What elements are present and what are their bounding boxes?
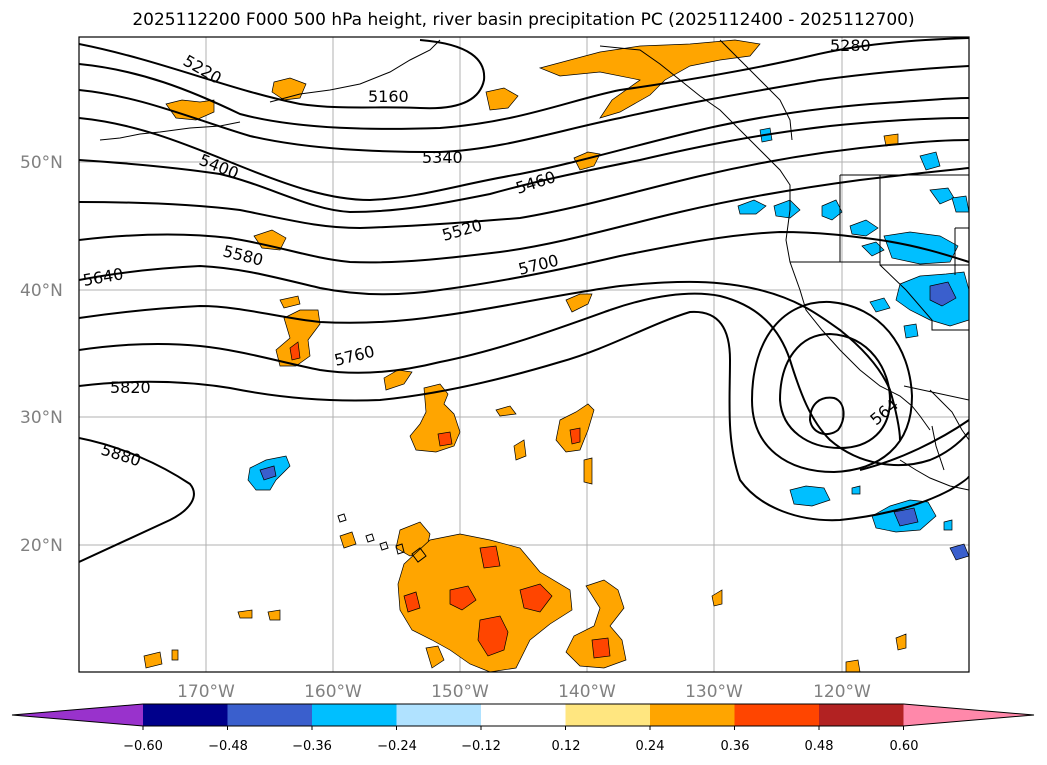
precip-negative-patches bbox=[247, 127, 969, 561]
colorbar: −0.60 −0.48 −0.36 −0.24 −0.12 0.12 0.24 … bbox=[11, 703, 1035, 754]
colorbar-bin bbox=[650, 704, 735, 726]
colorbar-tick-label: 0.24 bbox=[636, 739, 665, 754]
colorbar-tick-label: −0.24 bbox=[377, 739, 417, 754]
height-contours bbox=[79, 37, 969, 563]
lat-label-40n: 40°N bbox=[20, 281, 63, 301]
contour-label-5160: 5160 bbox=[368, 87, 409, 106]
colorbar-tick-label: −0.12 bbox=[461, 739, 501, 754]
colorbar-tick-label: 0.60 bbox=[890, 739, 919, 754]
lon-label-160w: 160°W bbox=[304, 682, 362, 702]
longitude-labels: 170°W 160°W 150°W 140°W 130°W 120°W bbox=[177, 682, 871, 702]
lon-label-170w: 170°W bbox=[177, 682, 235, 702]
colorbar-tick-label: 0.12 bbox=[552, 739, 581, 754]
colorbar-bin bbox=[12, 704, 143, 726]
colorbar-bin bbox=[312, 704, 397, 726]
colorbar-tick-label: −0.36 bbox=[292, 739, 332, 754]
colorbar-bin bbox=[819, 704, 904, 726]
colorbar-bin bbox=[565, 704, 650, 726]
colorbar-bin bbox=[734, 704, 819, 726]
colorbar-tick-label: 0.48 bbox=[805, 739, 834, 754]
map-title: 2025112200 F000 500 hPa height, river ba… bbox=[132, 10, 915, 30]
precip-positive-patches bbox=[143, 39, 907, 672]
colorbar-bin bbox=[903, 704, 1034, 726]
lat-label-30n: 30°N bbox=[20, 408, 63, 428]
latitude-labels: 50°N 40°N 30°N 20°N bbox=[20, 153, 63, 556]
lat-label-20n: 20°N bbox=[20, 536, 63, 556]
colorbar-tick-labels: −0.60 −0.48 −0.36 −0.24 −0.12 0.12 0.24 … bbox=[123, 739, 918, 754]
colorbar-bin bbox=[227, 704, 312, 726]
lat-label-50n: 50°N bbox=[20, 153, 63, 173]
colorbar-bin bbox=[481, 704, 566, 726]
colorbar-tick-label: 0.36 bbox=[721, 739, 750, 754]
colorbar-tick-label: −0.48 bbox=[208, 739, 248, 754]
lon-label-150w: 150°W bbox=[431, 682, 489, 702]
contour-label-5340: 5340 bbox=[422, 148, 463, 167]
lon-label-130w: 130°W bbox=[685, 682, 743, 702]
gridlines bbox=[79, 37, 969, 672]
contour-label-5820: 5820 bbox=[110, 378, 151, 397]
lon-label-140w: 140°W bbox=[558, 682, 616, 702]
colorbar-bin bbox=[143, 704, 228, 726]
colorbar-tick-label: −0.60 bbox=[123, 739, 163, 754]
contour-label-5280: 5280 bbox=[830, 36, 871, 55]
map-frame bbox=[78, 36, 970, 673]
coastlines bbox=[99, 39, 969, 563]
colorbar-bin bbox=[396, 704, 481, 726]
lon-label-120w: 120°W bbox=[813, 682, 871, 702]
